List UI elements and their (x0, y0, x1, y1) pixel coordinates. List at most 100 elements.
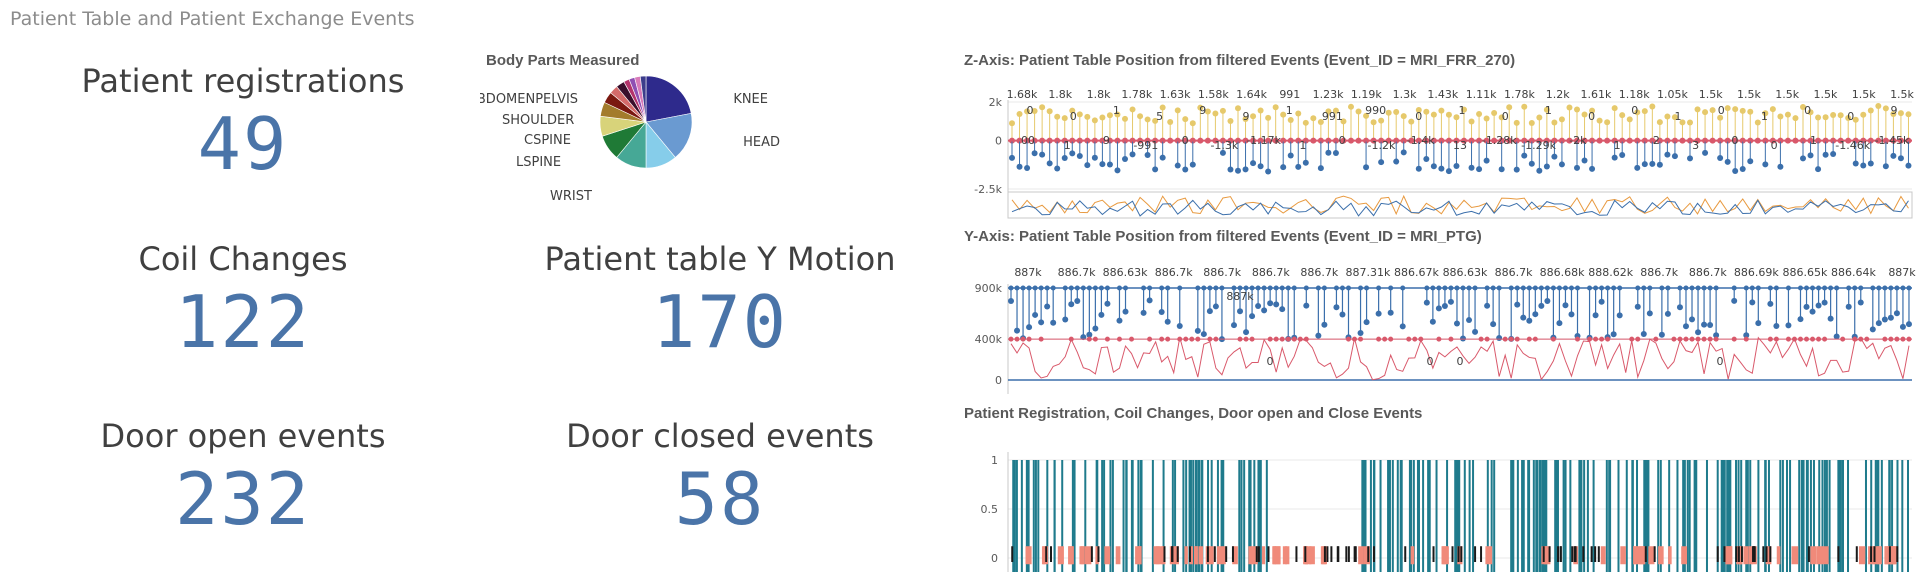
y-blue-top-point (1466, 285, 1472, 291)
y-blue-point (1899, 323, 1906, 330)
y-blue-top-point (1255, 285, 1261, 291)
y-axis-line-chart[interactable]: 900k 400k 0 887k 886.7k 886.63k 886.7k 886.7k 88… (960, 260, 1916, 396)
z-yellow-point (1589, 107, 1596, 114)
kpi-door-closed-events[interactable]: Door closed events 58 (510, 417, 930, 535)
z-blue-point (1551, 153, 1558, 160)
z-top-value-label: 1.5k (1852, 88, 1876, 101)
z-yellow-point (1739, 107, 1746, 114)
z-yellow-point (1461, 106, 1467, 113)
y-blue-top-point (1767, 285, 1773, 291)
z-yellow-point (1031, 107, 1038, 114)
z-yellow-point (1702, 109, 1709, 116)
z-yellow-point (1784, 111, 1791, 118)
z-bottom-value-label: 13 (1453, 139, 1467, 152)
z-blue-point (1031, 150, 1038, 157)
z-blue-point (1332, 149, 1339, 156)
z-yellow-point (1875, 102, 1882, 109)
z-blue-point (1860, 162, 1867, 169)
y-blue-point (1520, 314, 1527, 321)
y-blue-point (1249, 313, 1256, 320)
y-blue-top-point (1147, 285, 1153, 291)
z-blue-point (1634, 164, 1641, 171)
event-bar-salmon (1221, 546, 1226, 565)
z-bottom-value-label: -1.3k (1210, 139, 1238, 152)
z-yellow-point (1400, 113, 1407, 120)
y-blue-point (1743, 332, 1750, 339)
kpi-value: 58 (674, 457, 766, 541)
y-blue-top-point (1900, 285, 1906, 291)
event-bar-salmon (1457, 546, 1463, 565)
z-yellow-point (1122, 115, 1128, 122)
y-blue-top-point (1177, 285, 1183, 291)
y-top-value-label: 886.65k (1782, 266, 1827, 279)
kpi-patient-table-y-motion[interactable]: Patient table Y Motion 170 (510, 240, 930, 358)
y-blue-point (1803, 303, 1810, 310)
y-blue-point (1905, 321, 1912, 328)
z-top-value-label: 1.5k (1890, 88, 1914, 101)
event-bar-salmon (1189, 546, 1194, 565)
y-blue-top-point (1213, 285, 1219, 291)
y-blue-point (1044, 303, 1051, 310)
y-blue-point (1062, 316, 1069, 323)
y-blue-point (1893, 310, 1900, 317)
y-top-value-label: 886.67k (1394, 266, 1439, 279)
z-yellow-point (1528, 119, 1535, 126)
y-mid-value-label: 0 (1427, 355, 1434, 368)
z-axis-chart-title: Z-Axis: Patient Table Position from filt… (964, 52, 1516, 69)
z-bottom-value-label: 00 (1021, 134, 1035, 147)
z-yellow-point (1777, 113, 1784, 120)
z-blue-point (1905, 162, 1912, 169)
body-parts-pie-chart[interactable]: KNEE HEAD WRIST LSPINE CSPINE SHOULDER ABDOMEN… (480, 70, 860, 220)
y-blue-top-point (1261, 285, 1267, 291)
y-blue-point (1008, 298, 1014, 305)
y-blue-point (1490, 321, 1497, 328)
y-blue-top-point (1677, 285, 1683, 291)
range-panel (1007, 191, 1913, 219)
y-tick-label: 0 (991, 552, 998, 565)
z-top-value-label: 1.64k (1236, 88, 1267, 101)
events-chart-title: Patient Registration, Coil Changes, Door… (964, 405, 1423, 422)
z-top-value-label: 1.8k (1048, 88, 1072, 101)
kpi-door-open-events[interactable]: Door open events 232 (33, 417, 453, 535)
z-top-value-label: 991 (1279, 88, 1300, 101)
kpi-patient-registrations[interactable]: Patient registrations 49 (33, 62, 453, 180)
z-mid-value-label: 1 (1459, 104, 1466, 117)
z-blue-point (1453, 162, 1460, 169)
y-blue-point (1014, 327, 1021, 334)
z-yellow-point (1769, 106, 1776, 113)
kpi-label: Door open events (100, 417, 386, 455)
z-bottom-value-label: 1 (1064, 139, 1071, 152)
event-bar-salmon (1272, 546, 1277, 565)
z-yellow-point (1807, 109, 1814, 116)
y-top-value-label: 886.7k (1495, 266, 1533, 279)
y-blue-top-point (1472, 285, 1478, 291)
y-blue-top-point (1785, 285, 1791, 291)
z-mid-value-label: 9 (1199, 104, 1206, 117)
y-blue-top-point (1044, 285, 1050, 291)
event-bar-salmon (1084, 546, 1092, 565)
z-yellow-point (1822, 114, 1829, 121)
z-yellow-point (1679, 119, 1686, 126)
events-bar-chart[interactable]: 10.50 (960, 432, 1916, 573)
y-blue-top-point (1291, 285, 1297, 291)
z-axis-line-chart[interactable]: 2k 0 -2.5k 1.68k 1.8k 1.8k 1.78k 1.63k 1.58k 1.64… (960, 86, 1916, 220)
event-bar-salmon (1282, 546, 1287, 565)
kpi-coil-changes[interactable]: Coil Changes 122 (33, 240, 453, 358)
z-yellow-point (1423, 108, 1430, 115)
y-blue-point (1634, 303, 1641, 310)
z-yellow-point (1054, 113, 1061, 120)
z-yellow-point (1061, 115, 1068, 122)
y-blue-point (1568, 311, 1575, 318)
z-yellow-point (1837, 112, 1844, 119)
z-yellow-point (1536, 114, 1543, 121)
z-yellow-point (1415, 106, 1422, 113)
y-top-value-label: 888.62k (1588, 266, 1633, 279)
z-yellow-point (1709, 107, 1716, 114)
y-blue-top-point (1285, 285, 1291, 291)
z-top-value-label: 1.5k (1699, 88, 1723, 101)
z-blue-point (1076, 152, 1083, 159)
y-blue-top-point (1562, 285, 1568, 291)
event-bar-salmon (1305, 546, 1312, 565)
z-bottom-value-label: 1 (1299, 139, 1306, 152)
event-bar-salmon (1858, 546, 1866, 565)
